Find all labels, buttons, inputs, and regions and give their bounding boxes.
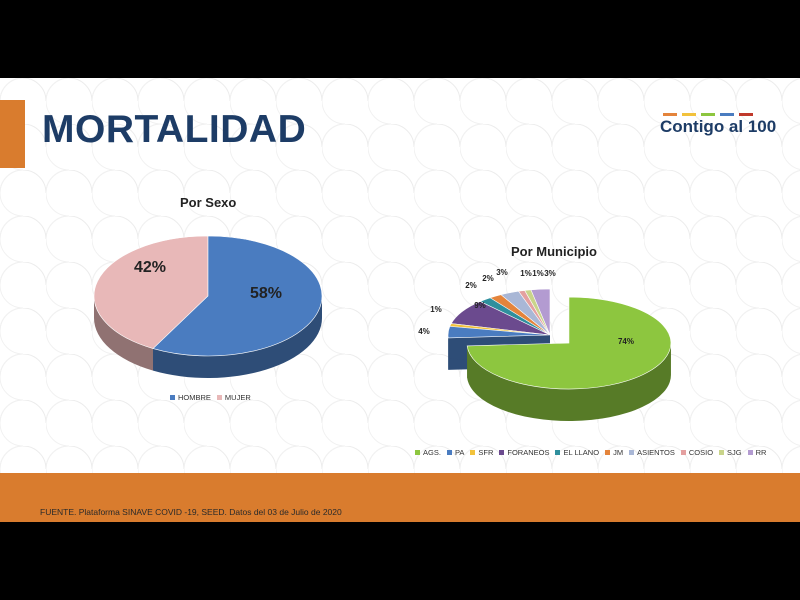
legend-item-sfr: SFR — [470, 448, 493, 457]
footer-band — [0, 473, 800, 522]
legend-label: SFR — [478, 448, 494, 457]
data-label-pa: 4% — [418, 327, 430, 336]
data-label-jm: 2% — [482, 274, 494, 283]
pie-chart-municipio: 74%4%1% 9%2%2%3% 1% 1% 3% — [418, 268, 672, 422]
data-label-asientos: 3% — [496, 268, 508, 277]
legend-label: MUJER — [224, 393, 251, 402]
accent-bar — [0, 100, 25, 168]
footer-source: FUENTE. Plataforma SINAVE COVID -19, SEE… — [40, 507, 342, 517]
legend-item-pa: PA — [446, 448, 465, 457]
legend-item-el-llano: EL LLANO — [555, 448, 599, 457]
pie-slice-hombre — [152, 235, 323, 378]
legend-label: HOMBRE — [178, 393, 211, 402]
legend-swatch — [605, 450, 611, 455]
data-label-sjg: 1% — [532, 269, 544, 278]
pie-chart-sexo: 58% 42% — [93, 235, 323, 378]
slide: MORTALIDAD Contigo al 100 Por Sexo Por M… — [0, 78, 800, 522]
legend-swatch — [499, 450, 505, 455]
legend-label: EL LLANO — [563, 448, 600, 457]
legend-item-rr: RR — [747, 448, 767, 457]
legend-item-jm: JM — [605, 448, 623, 457]
data-label-rr: 3% — [544, 269, 556, 278]
legend-swatch — [719, 450, 725, 455]
chart-title-municipio: Por Municipio — [511, 244, 597, 259]
legend-label: RR — [755, 448, 767, 457]
legend-item-cosio: COSIO — [680, 448, 714, 457]
legend-label: JM — [613, 448, 624, 457]
chart-title-sexo: Por Sexo — [180, 195, 237, 210]
legend-swatch — [629, 450, 635, 455]
legend-municipio: AGS. PA SFR FORANEOS EL LLANO JM ASIENTOS COSIO… — [415, 448, 772, 457]
legend-label: COSIO — [688, 448, 714, 457]
contigo-al-100-logo: Contigo al 100 — [660, 117, 777, 136]
legend-swatch — [680, 450, 686, 455]
data-label-foraneos: 9% — [474, 301, 486, 310]
data-label-ags-: 74% — [618, 337, 634, 346]
data-label-hombre: 58% — [250, 285, 282, 302]
legend-swatch — [170, 395, 175, 400]
legend-swatch — [747, 450, 753, 455]
legend-swatch — [216, 395, 222, 400]
legend-item-sjg: SJG — [719, 448, 742, 457]
legend-sexo: HOMBRE MUJER — [170, 393, 257, 402]
data-label-sfr: 1% — [430, 305, 442, 314]
legend-item-ags-: AGS. — [415, 448, 441, 457]
logo-color-dashes — [663, 113, 753, 116]
legend-item-mujer: MUJER — [216, 393, 251, 402]
page-title: MORTALIDAD — [42, 108, 307, 151]
legend-item-foraneos: FORANEOS — [499, 448, 549, 457]
legend-label: FORANEOS — [507, 448, 550, 457]
legend-label: AGS. — [423, 448, 441, 457]
data-label-el-llano: 2% — [465, 281, 477, 290]
data-label-cosio: 1% — [520, 269, 532, 278]
pie-slice-ags- — [466, 296, 672, 422]
legend-item-hombre: HOMBRE — [170, 393, 211, 402]
legend-swatch — [415, 450, 420, 455]
legend-label: SJG — [727, 448, 742, 457]
data-label-mujer: 42% — [134, 259, 166, 276]
legend-swatch — [555, 450, 561, 455]
legend-item-asientos: ASIENTOS — [629, 448, 675, 457]
legend-label: PA — [454, 448, 465, 457]
legend-swatch — [470, 450, 476, 455]
legend-swatch — [446, 450, 452, 455]
legend-label: ASIENTOS — [637, 448, 675, 457]
